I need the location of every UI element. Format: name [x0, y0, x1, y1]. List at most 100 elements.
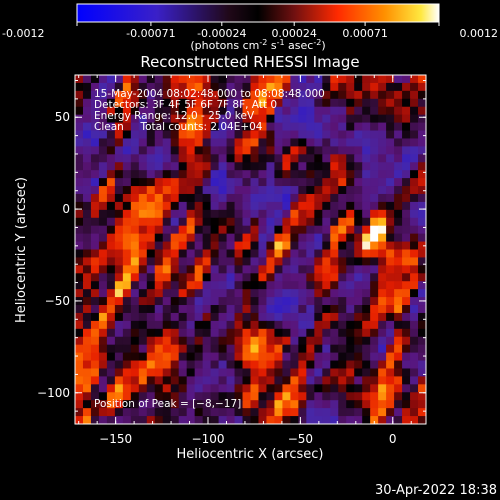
heatmap-cell	[346, 241, 355, 251]
heatmap-cell	[314, 416, 323, 424]
heatmap-cell	[98, 328, 108, 338]
heatmap-cell	[346, 90, 355, 100]
heatmap-cell	[202, 122, 212, 132]
heatmap-cell	[282, 360, 291, 370]
heatmap-cell	[186, 408, 196, 417]
heatmap-cell	[402, 265, 411, 274]
heatmap-cell	[178, 408, 188, 417]
heatmap-cell	[298, 360, 307, 370]
heatmap-cell	[330, 297, 339, 306]
heatmap-cell	[410, 408, 419, 417]
heatmap-cell	[378, 384, 387, 393]
heatmap-cell	[90, 408, 100, 417]
heatmap-cell	[370, 297, 379, 306]
heatmap-cell	[386, 122, 395, 132]
heatmap-cell	[218, 154, 228, 163]
heatmap-cell	[250, 368, 260, 378]
heatmap-cell	[106, 241, 116, 251]
heatmap-cell	[346, 336, 355, 346]
heatmap-cell	[130, 289, 140, 298]
heatmap-cell	[242, 400, 252, 409]
heatmap-cell	[362, 344, 371, 354]
heatmap-cell	[186, 312, 196, 322]
heatmap-cell	[162, 130, 172, 140]
heatmap-cell	[338, 233, 347, 243]
heatmap-cell	[306, 201, 315, 211]
heatmap-cell	[354, 416, 363, 424]
heatmap-cell	[75, 178, 84, 187]
heatmap-cell	[154, 376, 164, 385]
heatmap-cell	[258, 186, 268, 195]
heatmap-cell	[410, 305, 419, 314]
heatmap-cell	[90, 360, 100, 370]
heatmap-cell	[106, 170, 116, 179]
heatmap-cell	[82, 122, 92, 132]
heatmap-cell	[282, 186, 291, 195]
heatmap-cell	[370, 209, 379, 219]
heatmap-cell	[274, 90, 284, 100]
heatmap-cell	[75, 360, 84, 370]
heatmap-cell	[234, 106, 244, 116]
heatmap-cell	[250, 122, 260, 132]
heatmap-cell	[250, 193, 260, 203]
heatmap-cell	[122, 312, 132, 322]
heatmap-cell	[75, 90, 84, 100]
heatmap-cell	[386, 289, 395, 298]
heatmap-cell	[242, 384, 252, 393]
heatmap-cell	[138, 122, 148, 132]
heatmap-cell	[186, 265, 196, 274]
heatmap-cell	[98, 320, 108, 330]
heatmap-cell	[234, 265, 244, 274]
heatmap-cell	[162, 90, 172, 100]
heatmap-cell	[146, 257, 156, 266]
heatmap-cell	[290, 368, 299, 378]
heatmap-cell	[410, 225, 419, 235]
heatmap-cell	[354, 122, 363, 132]
heatmap-cell	[82, 138, 92, 147]
heatmap-cell	[338, 114, 347, 124]
heatmap-cell	[314, 368, 323, 378]
heatmap-cell	[266, 312, 276, 322]
heatmap-cell	[306, 241, 315, 251]
heatmap-cell	[114, 273, 124, 282]
heatmap-cell	[370, 344, 379, 354]
heatmap-cell	[338, 217, 347, 227]
heatmap-cell	[378, 178, 387, 187]
heatmap-cell	[114, 130, 124, 140]
heatmap-cell	[250, 225, 260, 235]
heatmap-cell	[98, 90, 108, 100]
heatmap-cell	[210, 82, 220, 92]
heatmap-cell	[306, 122, 315, 132]
heatmap-cell	[178, 273, 188, 282]
heatmap-cell	[266, 162, 276, 171]
heatmap-cell	[274, 249, 284, 259]
heatmap-cell	[218, 225, 228, 235]
heatmap-cell	[410, 193, 419, 203]
heatmap-cell	[146, 193, 156, 203]
heatmap-cell	[306, 344, 315, 354]
heatmap-cell	[170, 75, 180, 84]
heatmap-cell	[338, 98, 347, 108]
heatmap-cell	[202, 193, 212, 203]
heatmap-cell	[354, 225, 363, 235]
heatmap-cell	[250, 384, 260, 393]
heatmap-cell	[330, 336, 339, 346]
heatmap-cell	[410, 352, 419, 362]
heatmap-cell	[146, 328, 156, 338]
heatmap-cell	[138, 289, 148, 298]
heatmap-cell	[234, 98, 244, 108]
heatmap-cell	[290, 336, 299, 346]
heatmap-cell	[370, 312, 379, 322]
heatmap-cell	[130, 75, 140, 84]
heatmap-cell	[370, 233, 379, 243]
heatmap-cell	[146, 384, 156, 393]
heatmap-cell	[218, 249, 228, 259]
heatmap-cell	[226, 233, 236, 243]
heatmap-cell	[306, 416, 315, 424]
heatmap-cell	[354, 289, 363, 298]
heatmap-cell	[178, 193, 188, 203]
heatmap-cell	[170, 281, 180, 290]
heatmap-cell	[386, 273, 395, 282]
heatmap-cell	[130, 352, 140, 362]
heatmap-cell	[154, 297, 164, 306]
